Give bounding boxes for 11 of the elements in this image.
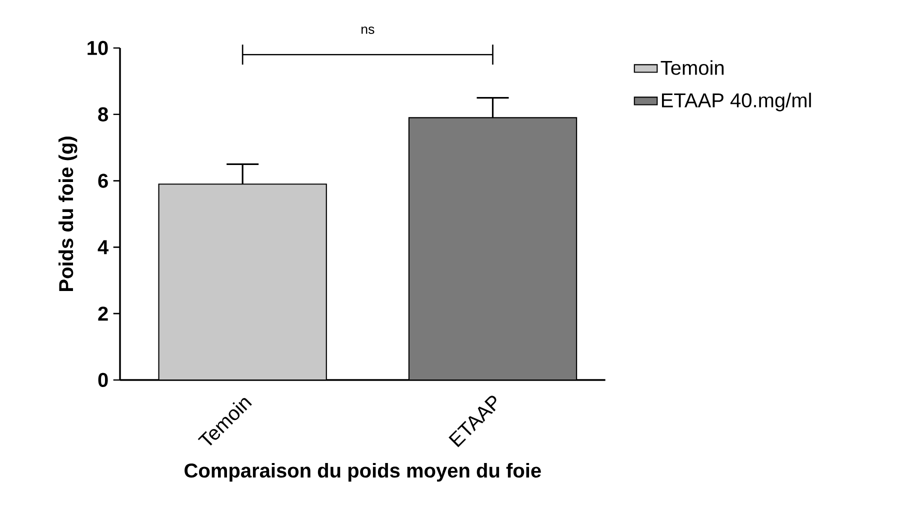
y-tick-label: 4 [98, 240, 109, 254]
y-axis-title: Poids du foie (g) [58, 136, 78, 291]
y-tick-label: 8 [98, 107, 108, 122]
y-tick-label: 2 [98, 306, 108, 321]
y-tick-label: 6 [98, 174, 108, 188]
y-tick-label: 10 [88, 40, 108, 56]
legend-label: Temoin [660, 60, 724, 75]
y-tick-label: 0 [98, 372, 108, 388]
x-axis-title: Comparaison du poids moyen du foie [184, 462, 541, 482]
legend-label: ETAAP 40.mg/ml [662, 92, 811, 112]
text: ns [362, 26, 374, 34]
